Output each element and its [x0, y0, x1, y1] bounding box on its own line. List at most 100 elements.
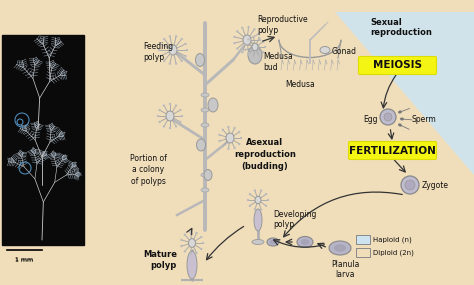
Circle shape [186, 49, 188, 51]
Ellipse shape [201, 188, 209, 192]
Text: Planula
larva: Planula larva [331, 260, 359, 279]
Circle shape [260, 208, 262, 211]
Text: Portion of
a colony
of polyps: Portion of a colony of polyps [129, 154, 166, 186]
Circle shape [401, 176, 419, 194]
Ellipse shape [195, 54, 204, 66]
Circle shape [262, 51, 264, 54]
Circle shape [175, 62, 177, 65]
Bar [2, 35, 84, 245]
Text: Sperm: Sperm [412, 115, 437, 123]
Ellipse shape [320, 46, 330, 54]
Text: 1 mm: 1 mm [15, 257, 33, 262]
Circle shape [238, 131, 240, 133]
Bar [356, 235, 370, 244]
Text: MEIOSIS: MEIOSIS [373, 60, 422, 70]
Circle shape [158, 49, 160, 51]
Circle shape [247, 199, 249, 201]
Circle shape [252, 56, 255, 58]
Ellipse shape [187, 251, 197, 279]
Circle shape [195, 232, 198, 234]
Ellipse shape [398, 123, 402, 127]
Circle shape [254, 208, 256, 211]
Circle shape [179, 109, 182, 111]
Ellipse shape [201, 123, 209, 127]
Circle shape [189, 231, 191, 233]
Text: Medusa
bud: Medusa bud [263, 52, 293, 72]
Ellipse shape [252, 239, 264, 245]
Circle shape [227, 148, 229, 150]
Bar [356, 248, 370, 257]
Circle shape [265, 205, 267, 207]
Circle shape [183, 233, 186, 236]
Circle shape [184, 43, 187, 45]
Ellipse shape [248, 46, 262, 64]
Circle shape [222, 129, 224, 131]
FancyBboxPatch shape [358, 56, 437, 74]
Circle shape [262, 40, 264, 43]
Circle shape [181, 60, 183, 62]
Circle shape [254, 189, 256, 192]
Circle shape [241, 27, 244, 29]
Circle shape [233, 36, 236, 38]
Text: Haploid (n): Haploid (n) [373, 236, 412, 243]
Circle shape [200, 236, 202, 238]
Circle shape [157, 115, 159, 117]
Circle shape [163, 38, 165, 40]
Text: FERTILIZATION: FERTILIZATION [349, 146, 436, 156]
Ellipse shape [301, 239, 310, 245]
Circle shape [181, 115, 183, 117]
Ellipse shape [255, 196, 261, 204]
Circle shape [222, 145, 224, 148]
Circle shape [175, 104, 177, 107]
Circle shape [257, 33, 260, 35]
Circle shape [183, 250, 186, 253]
Circle shape [252, 36, 255, 38]
Circle shape [249, 193, 251, 195]
Circle shape [384, 113, 392, 121]
Ellipse shape [297, 237, 313, 247]
Ellipse shape [189, 239, 195, 247]
Circle shape [180, 239, 182, 241]
Circle shape [202, 242, 204, 244]
Circle shape [169, 62, 171, 65]
Ellipse shape [201, 108, 209, 112]
Circle shape [233, 127, 236, 129]
Text: 1 mm: 1 mm [15, 258, 33, 263]
Circle shape [159, 43, 162, 45]
Circle shape [236, 47, 238, 50]
Ellipse shape [267, 238, 279, 246]
Text: Asexual
reproduction
(budding): Asexual reproduction (budding) [234, 138, 296, 171]
Ellipse shape [243, 35, 251, 45]
Circle shape [264, 46, 266, 48]
Circle shape [180, 245, 182, 247]
Circle shape [247, 26, 250, 28]
Circle shape [259, 39, 261, 41]
Ellipse shape [208, 98, 218, 112]
Circle shape [244, 49, 246, 51]
Circle shape [200, 248, 202, 250]
Circle shape [247, 53, 250, 56]
Circle shape [158, 109, 161, 111]
Circle shape [267, 199, 269, 201]
Text: Feeding
polyp: Feeding polyp [143, 42, 173, 62]
Circle shape [238, 143, 240, 145]
Text: Sexual
reproduction: Sexual reproduction [370, 18, 432, 37]
Circle shape [227, 126, 229, 128]
Circle shape [189, 253, 191, 255]
Text: Reproductive
polyp: Reproductive polyp [257, 15, 308, 35]
Circle shape [184, 55, 187, 57]
Circle shape [169, 35, 171, 38]
Text: Diploid (2n): Diploid (2n) [373, 249, 414, 256]
Circle shape [233, 147, 236, 149]
Circle shape [169, 127, 171, 129]
Circle shape [260, 189, 262, 192]
Circle shape [163, 60, 165, 62]
Circle shape [163, 104, 165, 107]
Ellipse shape [204, 170, 212, 180]
Ellipse shape [400, 117, 404, 121]
Circle shape [405, 180, 415, 190]
Text: Developing
polyp: Developing polyp [273, 210, 316, 229]
Ellipse shape [169, 45, 177, 55]
Ellipse shape [201, 93, 209, 97]
Circle shape [175, 35, 177, 38]
